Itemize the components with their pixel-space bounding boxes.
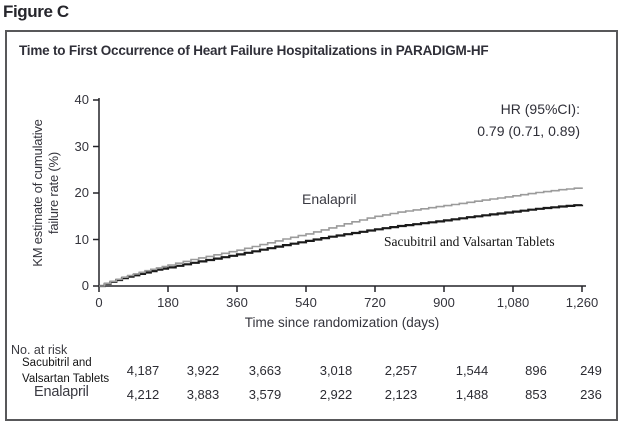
at-risk-heading: No. at risk: [11, 343, 68, 357]
hazard-ratio-value: 0.79 (0.71, 0.89): [477, 123, 580, 139]
at-risk-count: 853: [525, 387, 547, 402]
y-tick-label: 40: [74, 92, 89, 107]
at-risk-count: 249: [580, 363, 602, 378]
at-risk-count: 1,488: [455, 387, 489, 402]
at-risk-row-label-sacubitril-line1: Sacubitril and: [22, 357, 92, 369]
at-risk-count: 2,123: [384, 387, 418, 402]
at-risk-count: 4,212: [126, 387, 160, 402]
at-risk-row-label-sacubitril: Sacubitril and Valsartan Tablets: [22, 356, 109, 387]
at-risk-row-label-sacubitril-line2: Valsartan Tablets: [22, 372, 110, 385]
x-tick-label: 540: [295, 295, 317, 310]
at-risk-count: 4,187: [126, 363, 160, 378]
x-tick-label: 180: [157, 295, 179, 310]
hazard-ratio-label: HR (95%CI):: [500, 101, 580, 117]
figure-box: Time to First Occurrence of Heart Failur…: [5, 30, 618, 421]
x-tick-label: 0: [95, 295, 103, 310]
curve-label-enalapril: Enalapril: [302, 191, 357, 207]
at-risk-count: 1,544: [455, 363, 489, 378]
figure-label: Figure C: [3, 2, 69, 21]
x-tick-label: 360: [226, 295, 248, 310]
at-risk-count: 2,257: [384, 363, 418, 378]
at-risk-count: 896: [525, 363, 547, 378]
x-tick-label: 1,260: [565, 295, 599, 310]
at-risk-count: 3,018: [319, 363, 353, 378]
at-risk-count: 2,922: [319, 387, 353, 402]
at-risk-count: 3,663: [248, 363, 282, 378]
at-risk-count: 236: [580, 387, 602, 402]
at-risk-count: 3,922: [186, 363, 220, 378]
x-tick-label: 900: [433, 295, 455, 310]
km-curve-enalapril: [99, 187, 583, 287]
at-risk-count: 3,579: [248, 387, 282, 402]
curve-label-sacubitril-valsartan: Sacubitril and Valsartan Tablets: [384, 234, 555, 249]
x-tick-label: 720: [364, 295, 386, 310]
y-tick-label: 30: [74, 138, 89, 154]
y-tick-label: 20: [74, 185, 89, 200]
hazard-ratio-annotation: HR (95%CI): 0.79 (0.71, 0.89): [477, 98, 580, 142]
km-plot: [93, 98, 586, 292]
chart-title: Time to First Occurrence of Heart Failur…: [19, 43, 489, 58]
y-tick-label: 10: [74, 231, 89, 247]
x-axis-title: Time since randomization (days): [244, 315, 440, 330]
at-risk-count: 3,883: [186, 387, 220, 402]
at-risk-row-label-enalapril: Enalapril: [34, 384, 89, 400]
x-tick-label: 1,080: [496, 295, 530, 310]
y-tick-label: 0: [81, 278, 89, 293]
